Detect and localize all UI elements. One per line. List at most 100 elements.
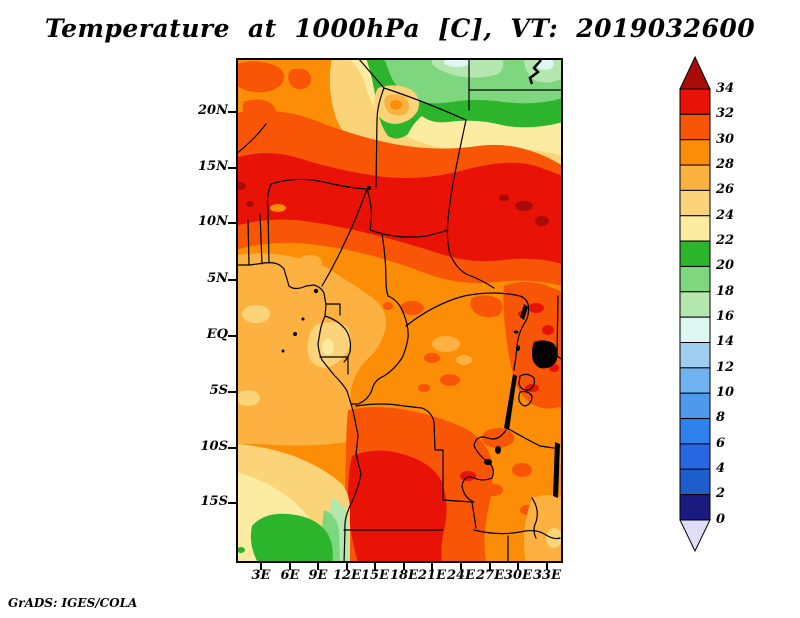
field-basin-30-32-c — [440, 374, 460, 386]
colorbar-cell-0-2 — [679, 494, 711, 521]
field-jos-28-30 — [270, 204, 286, 212]
lat-tick — [228, 111, 236, 113]
lon-label-9e: 9E — [308, 568, 328, 583]
lon-tick — [289, 563, 291, 570]
lat-tick — [228, 391, 236, 393]
border-togo — [247, 219, 250, 266]
lake-tanganyika — [504, 374, 517, 430]
colorbar-cell-32-34 — [679, 88, 711, 115]
lon-tick — [460, 563, 462, 570]
lat-tick — [228, 447, 236, 449]
lat-label-10n: 10N — [198, 214, 228, 229]
colorbar-label-34: 34 — [716, 81, 735, 96]
border-niger-chad — [375, 87, 385, 188]
borders — [235, 57, 564, 564]
colorbar-cell-12-14 — [679, 342, 711, 369]
lon-label-18e: 18E — [390, 568, 418, 583]
field-ocean-24-26-b — [236, 390, 260, 406]
lat-label-5n: 5N — [207, 271, 228, 286]
colorbar-label-32: 32 — [716, 106, 735, 121]
lon-label-30e: 30E — [504, 568, 532, 583]
lat-tick — [228, 222, 236, 224]
colorbar-label-12: 12 — [716, 360, 735, 375]
colorbar-cell-30-32 — [679, 113, 711, 141]
border-benin — [259, 213, 263, 265]
field-angola-32-34 — [348, 450, 447, 563]
coastline-west-africa — [235, 262, 362, 564]
field-east-32-34-b — [542, 325, 554, 335]
field-north-18-20 — [384, 58, 563, 104]
colorbar-label-20: 20 — [716, 258, 735, 273]
border-rio-muni — [325, 303, 341, 316]
colorbar-cell-4-6 — [679, 443, 711, 470]
colorbar-label-30: 30 — [716, 132, 735, 147]
lakes — [281, 186, 560, 498]
border-congo-stair — [319, 356, 349, 375]
lat-tick — [228, 279, 236, 281]
lake-victoria — [532, 340, 558, 369]
lat-label-15n: 15N — [198, 159, 228, 174]
map-area — [234, 57, 565, 564]
border-cameroon-car — [381, 233, 389, 297]
border-car-drc — [405, 292, 529, 327]
lon-tick — [260, 563, 262, 570]
lat-label-5s: 5S — [209, 383, 228, 398]
lon-label-21e: 21E — [418, 568, 446, 583]
field-nw-30-32-a — [236, 61, 284, 93]
field-sahel-gt34-e — [246, 201, 254, 207]
border-algeria-libya — [357, 57, 385, 89]
field-sahel-gt34-c — [499, 194, 509, 202]
border-rwanda — [518, 373, 536, 391]
colorbar-label-14: 14 — [716, 334, 735, 349]
field-zambia-30-32-a — [485, 484, 503, 496]
field-katanga-30-32-b — [512, 463, 532, 477]
colorbar-arrow-down — [679, 519, 711, 553]
lon-tick — [489, 563, 491, 570]
border-drc-uganda-rift — [513, 303, 530, 371]
border-chad-sudan — [446, 119, 467, 275]
lon-label-6e: 6E — [280, 568, 300, 583]
colorbar-cell-22-24 — [679, 215, 711, 242]
lon-label-3e: 3E — [251, 568, 271, 583]
border-tanzania-zambia — [506, 427, 555, 449]
colorbar-label-26: 26 — [716, 182, 735, 197]
lake-malawi — [553, 442, 560, 498]
lon-label-15e: 15E — [361, 568, 389, 583]
border-libya-chad — [383, 87, 467, 121]
lake-edward — [513, 330, 519, 334]
field-basin-26-28-a — [432, 336, 460, 352]
lat-tick — [228, 502, 236, 504]
border-car-sudan — [465, 273, 495, 289]
field-sahel-gt34-a — [515, 201, 533, 211]
island-principe — [301, 317, 305, 321]
colorbar-arrow-up — [679, 55, 711, 90]
colorbar-cell-10-12 — [679, 367, 711, 394]
lake-chad — [367, 186, 371, 190]
island-bioko — [313, 288, 319, 294]
lon-label-27e: 27E — [476, 568, 504, 583]
colorbar — [679, 55, 711, 553]
field-basin-30-32-a — [400, 301, 424, 315]
field-sahel-gt34-b — [535, 216, 549, 226]
field-basin-30-32-e — [383, 302, 393, 310]
colorbar-cell-16-18 — [679, 291, 711, 318]
border-cameroon-chad — [366, 188, 373, 231]
colorbar-label-28: 28 — [716, 157, 735, 172]
border-benin-nigeria — [267, 207, 270, 264]
field-angola-32-34-b — [460, 471, 476, 481]
lat-tick — [228, 335, 236, 337]
lon-label-33e: 33E — [533, 568, 561, 583]
colorbar-label-2: 2 — [716, 486, 726, 501]
lon-tick — [546, 563, 548, 570]
colorbar-label-16: 16 — [716, 309, 735, 324]
border-chad-car — [369, 229, 449, 238]
field-basin-30-32-f — [470, 295, 503, 318]
lon-label-12e: 12E — [333, 568, 361, 583]
colorbar-cell-18-20 — [679, 265, 711, 293]
border-angola-zambia — [434, 449, 444, 501]
colorbar-cell-20-22 — [679, 240, 711, 267]
colorbar-label-6: 6 — [716, 436, 726, 451]
lon-tick — [517, 563, 519, 570]
colorbar-cell-14-16 — [679, 316, 711, 343]
colorbar-cell-28-30 — [679, 139, 711, 166]
